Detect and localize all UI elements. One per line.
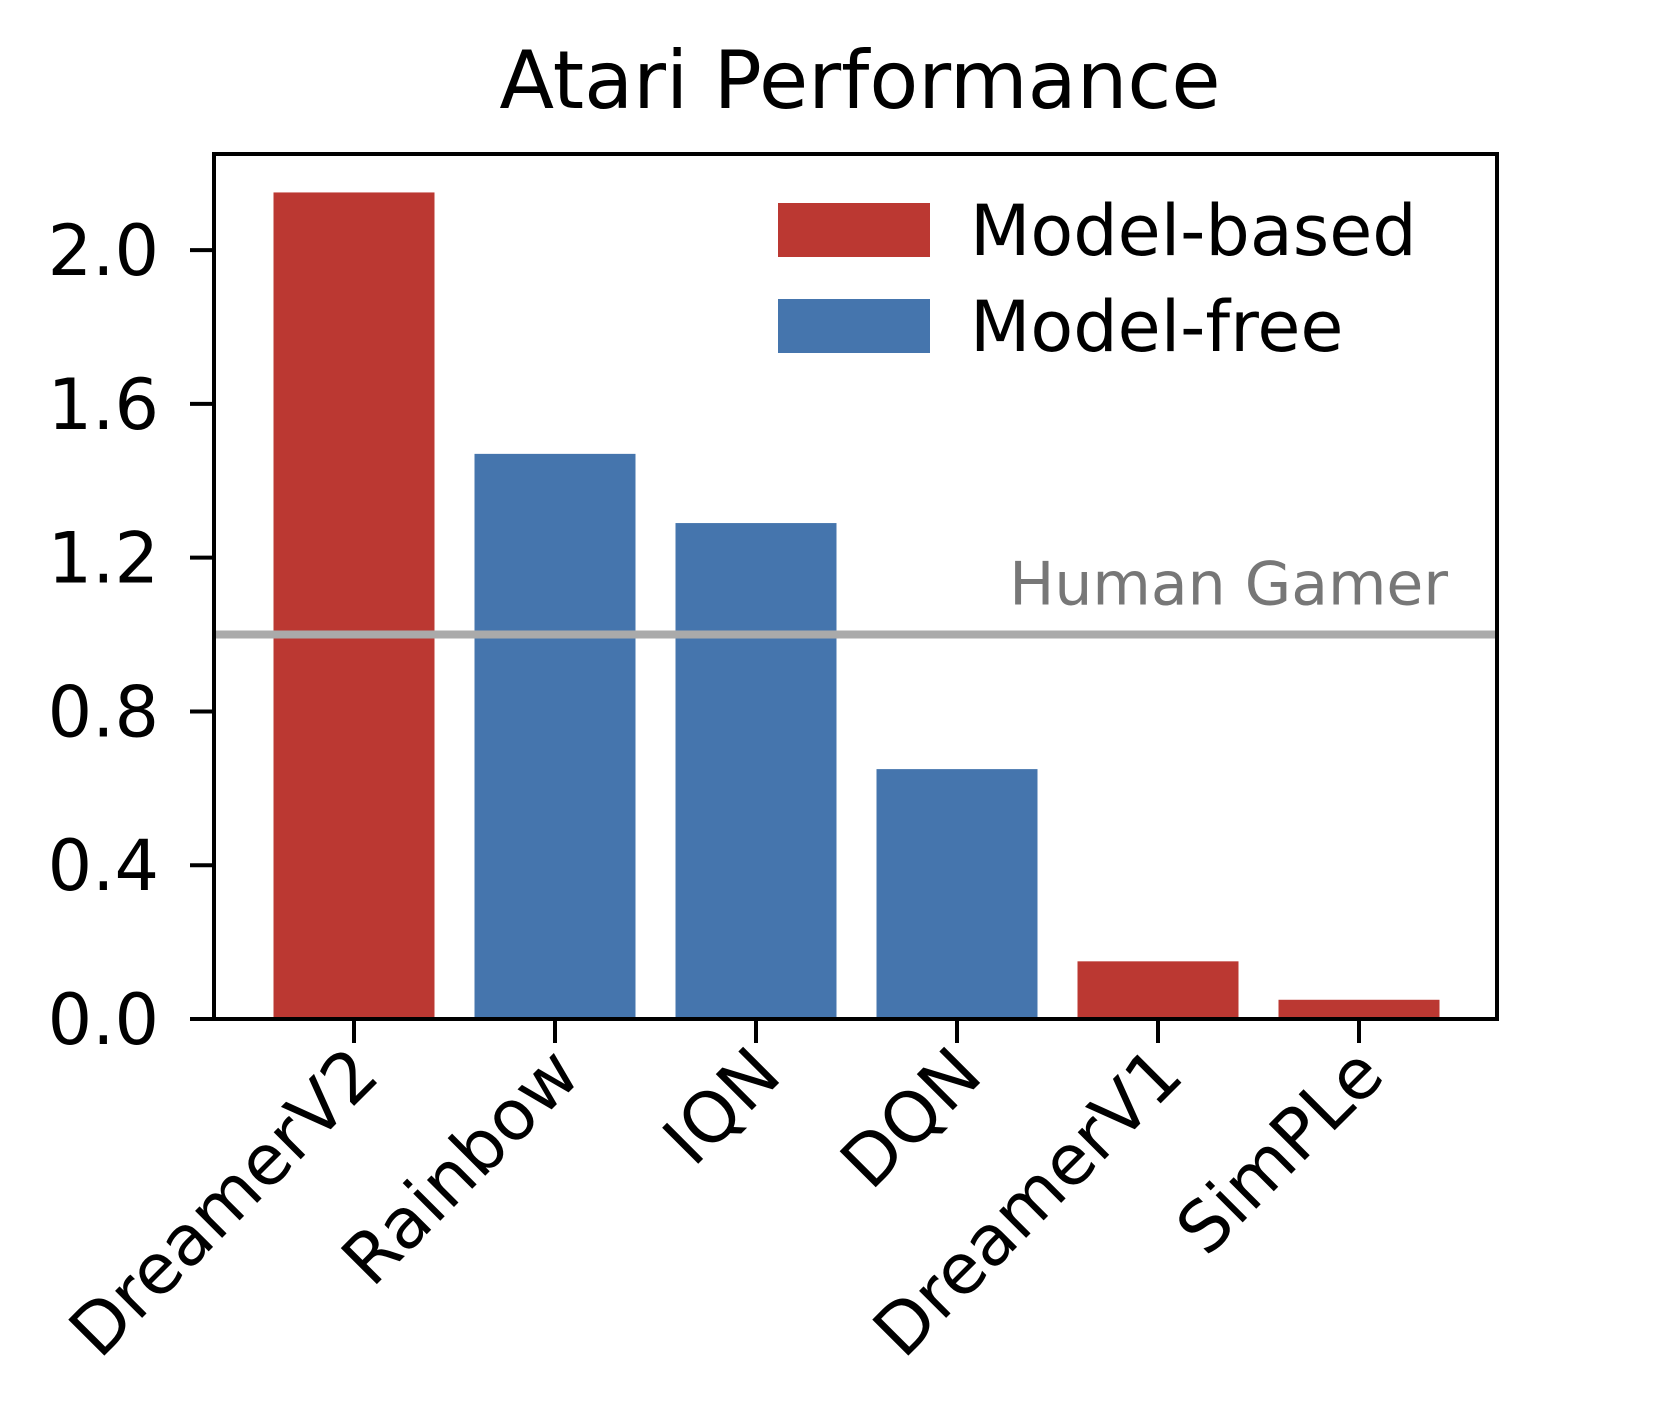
y-tick-label: 0.8	[48, 671, 159, 753]
x-tick-label-dqn: DQN	[825, 1032, 997, 1204]
x-tick-label-dreamerv2: DreamerV2	[54, 1032, 395, 1373]
y-tick-label: 1.2	[48, 518, 159, 600]
y-tick-label: 1.6	[48, 364, 159, 446]
plot-area: Human Gamer	[214, 192, 1497, 1019]
y-tick-label: 0.4	[48, 825, 159, 907]
legend-label-model-free: Model-free	[970, 286, 1343, 368]
legend-label-model-based: Model-based	[970, 190, 1417, 272]
x-tick-label-simple: SimPLe	[1161, 1032, 1399, 1270]
bar-iqn	[675, 523, 837, 1019]
x-tick-label-iqn: IQN	[647, 1032, 796, 1181]
y-axis: 0.0 0.4 0.8 1.2 1.6 2.0	[48, 210, 214, 1061]
bar-dqn	[876, 769, 1038, 1019]
legend-swatch-model-based	[778, 203, 930, 257]
human-gamer-label: Human Gamer	[1009, 550, 1448, 620]
bar-dreamerv2	[273, 192, 435, 1019]
bar-dreamerv1	[1077, 961, 1239, 1019]
legend: Model-based Model-free	[778, 190, 1417, 368]
plot-frame	[212, 152, 1499, 1021]
chart-title: Atari Performance	[499, 34, 1220, 127]
bar-rainbow	[474, 453, 636, 1019]
y-tick-label: 0.0	[48, 979, 159, 1061]
bar-simple	[1278, 999, 1440, 1019]
y-tick-label: 2.0	[48, 210, 159, 292]
legend-swatch-model-free	[778, 299, 930, 353]
